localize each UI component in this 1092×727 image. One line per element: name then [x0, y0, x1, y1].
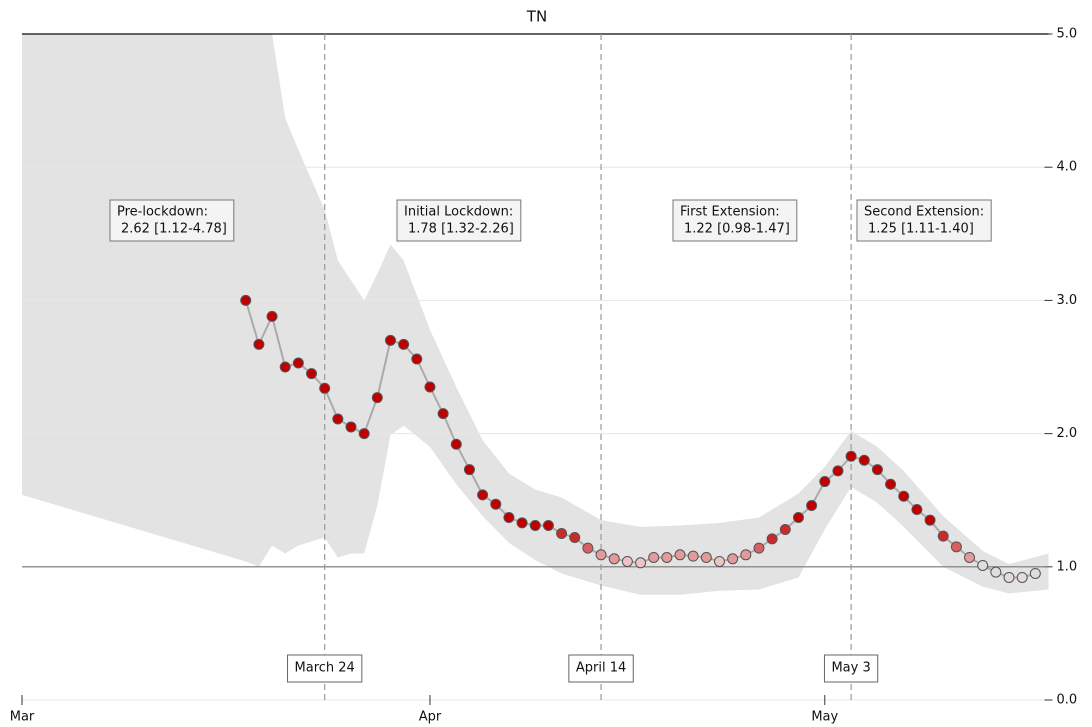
data-point	[727, 553, 739, 565]
y-tick-label: 3.0	[1057, 293, 1078, 308]
x-tick-label: Mar	[10, 710, 35, 725]
data-point	[792, 512, 804, 524]
data-point	[779, 524, 791, 536]
data-point	[463, 464, 475, 476]
data-point	[898, 490, 910, 502]
data-point	[766, 533, 778, 545]
event-label: May 3	[831, 661, 870, 676]
data-point	[240, 294, 252, 306]
annotation-line: 1.22 [0.98-1.47]	[684, 222, 790, 237]
data-point	[595, 549, 607, 561]
y-tick-label: 1.0	[1057, 559, 1078, 574]
annotation-line: Second Extension:	[864, 205, 984, 220]
data-point	[648, 551, 660, 563]
data-point	[924, 514, 936, 526]
y-tick-label: 5.0	[1057, 27, 1078, 42]
data-point	[319, 382, 331, 394]
annotation-line: First Extension:	[680, 205, 780, 220]
label-box	[568, 654, 634, 683]
data-point	[885, 478, 897, 490]
data-point	[1016, 571, 1028, 583]
event-label-box: March 24	[287, 654, 363, 683]
data-point	[753, 542, 765, 554]
data-point	[1029, 567, 1041, 579]
data-point	[529, 520, 541, 532]
annotation-box	[109, 199, 235, 242]
y-tick-label: 2.0	[1057, 426, 1078, 441]
annotation-line: 1.78 [1.32-2.26]	[408, 222, 514, 237]
data-point	[384, 334, 396, 346]
data-point	[635, 557, 647, 569]
data-point	[556, 528, 568, 539]
data-point	[371, 392, 383, 404]
data-point	[977, 559, 989, 571]
data-point	[687, 550, 699, 562]
data-point	[292, 357, 304, 369]
data-point	[911, 504, 923, 516]
data-point	[700, 551, 712, 563]
data-point	[806, 500, 818, 512]
data-point	[490, 498, 502, 510]
annotation-line: Initial Lockdown:	[404, 205, 513, 220]
data-point	[266, 310, 278, 322]
annotation: Pre-lockdown: 2.62 [1.12-4.78]	[109, 199, 235, 242]
data-point	[358, 428, 370, 440]
label-box	[287, 654, 363, 683]
confidence-band	[22, 34, 1049, 595]
data-point	[964, 551, 976, 563]
data-point	[674, 549, 686, 561]
annotation: First Extension: 1.22 [0.98-1.47]	[672, 199, 798, 242]
data-point	[569, 531, 581, 543]
data-point	[306, 368, 318, 380]
annotation-line: 2.62 [1.12-4.78]	[121, 222, 227, 237]
x-tick-label: May	[811, 710, 838, 725]
event-label-box: May 3	[823, 654, 879, 683]
y-tick-label: 4.0	[1057, 160, 1078, 175]
data-point	[621, 555, 633, 567]
annotation-box	[672, 199, 798, 242]
data-point	[253, 338, 265, 350]
data-point	[398, 338, 410, 350]
data-point	[990, 566, 1002, 578]
data-point	[819, 476, 831, 488]
data-point	[411, 353, 423, 365]
data-point	[608, 553, 620, 565]
data-point	[845, 450, 857, 462]
data-point	[332, 413, 344, 425]
data-point	[516, 517, 528, 529]
data-point	[450, 438, 462, 450]
data-point	[437, 408, 449, 420]
data-point	[832, 465, 844, 477]
annotation-box	[396, 199, 522, 242]
data-point	[477, 489, 489, 501]
y-tick-label: 0.0	[1057, 693, 1078, 708]
data-point	[279, 361, 291, 373]
event-label: March 24	[295, 661, 355, 676]
data-point	[661, 551, 673, 563]
data-point	[503, 512, 515, 524]
annotation-line: 1.25 [1.11-1.40]	[868, 222, 974, 237]
event-label: April 14	[576, 661, 626, 676]
data-point	[424, 381, 436, 393]
annotation-line: Pre-lockdown:	[117, 205, 208, 220]
data-point	[713, 555, 725, 567]
data-point	[542, 520, 554, 532]
annotation: Second Extension: 1.25 [1.11-1.40]	[856, 199, 992, 242]
chart-title: TN	[526, 8, 547, 26]
annotation: Initial Lockdown: 1.78 [1.32-2.26]	[396, 199, 522, 242]
annotation-box	[856, 199, 992, 242]
data-point	[740, 549, 752, 561]
data-point	[582, 542, 594, 554]
x-tick-label: Apr	[419, 710, 442, 725]
event-label-box: April 14	[568, 654, 634, 683]
data-point	[950, 541, 962, 553]
data-point	[871, 464, 883, 476]
label-box	[823, 654, 879, 683]
data-point	[1003, 571, 1015, 583]
data-point	[858, 454, 870, 466]
data-point	[345, 421, 357, 433]
data-point	[937, 530, 949, 542]
